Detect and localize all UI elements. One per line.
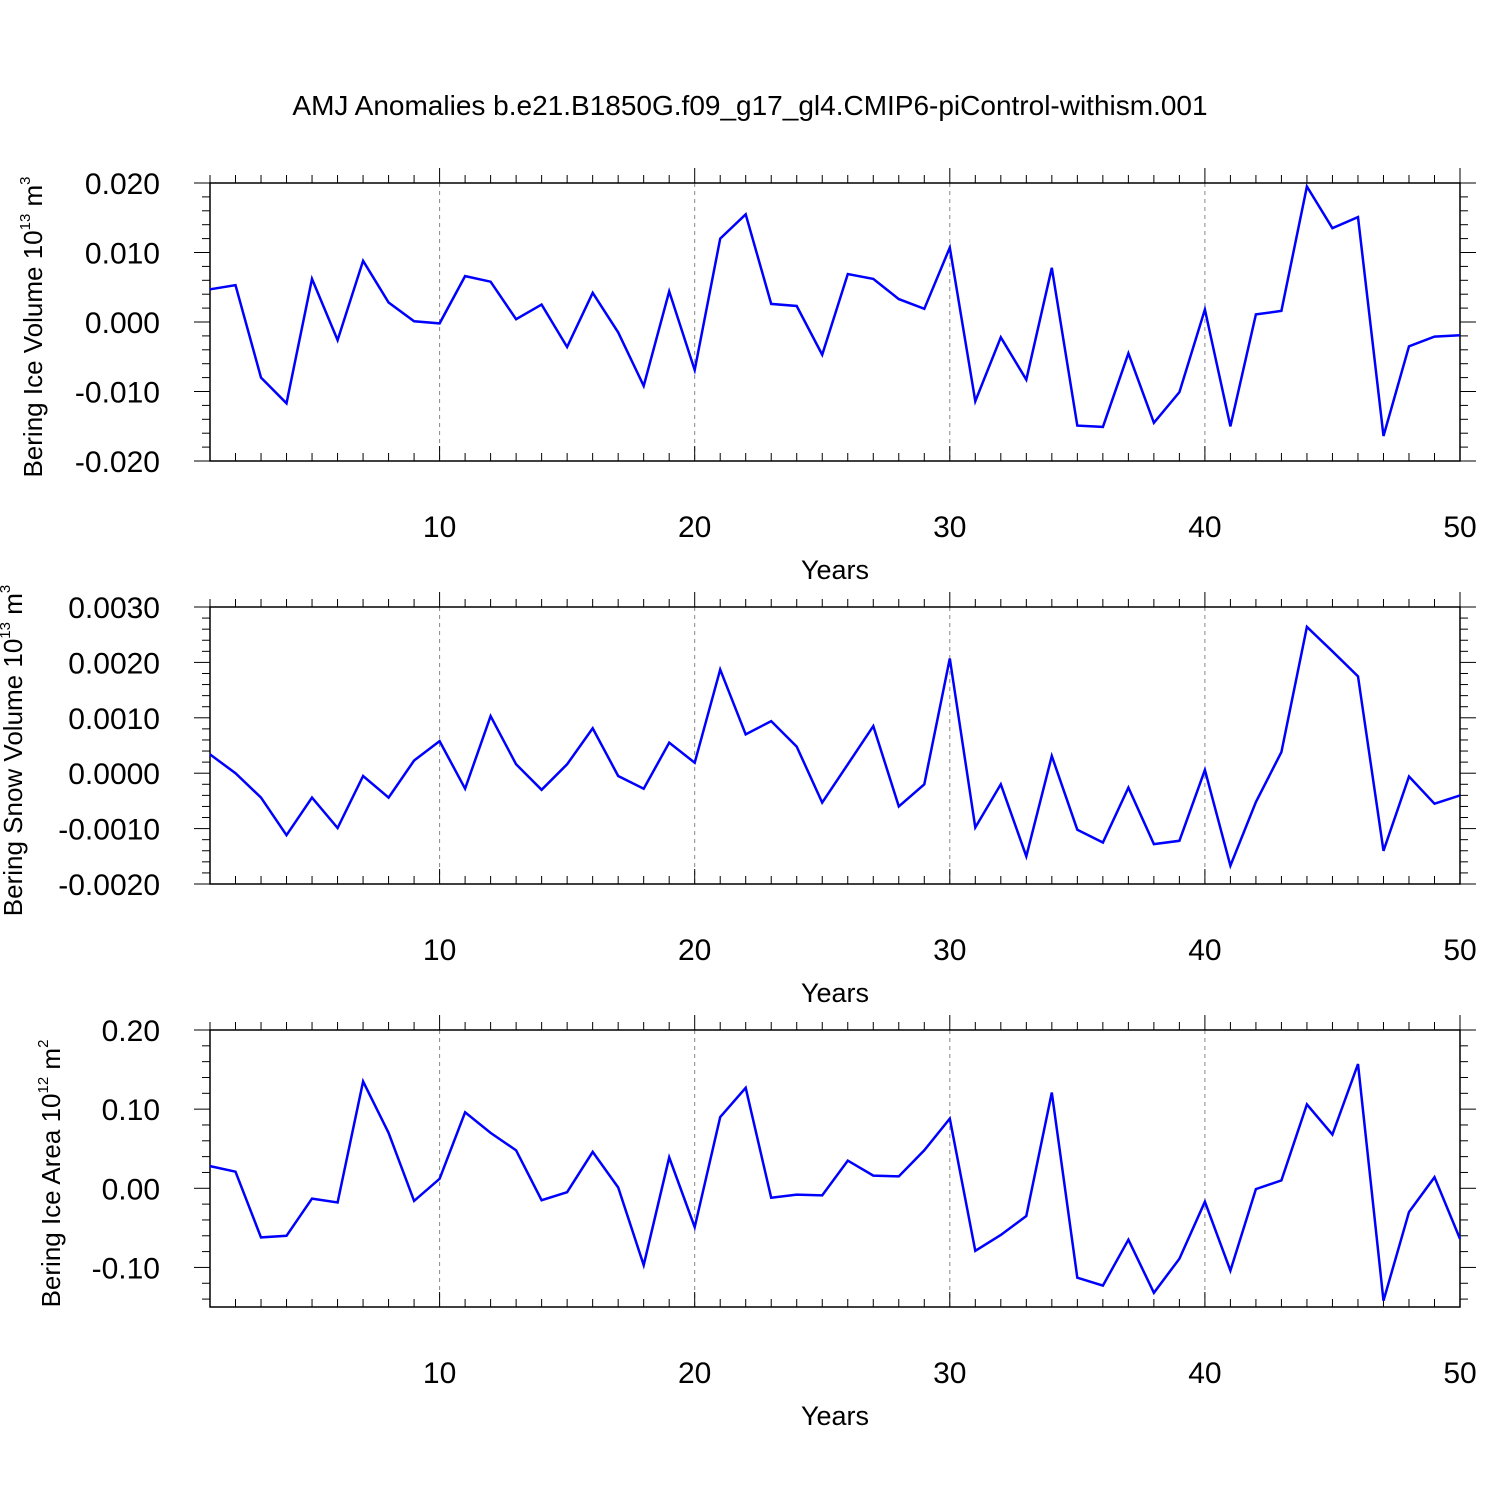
- y-tick-label: -0.0020: [58, 869, 160, 902]
- x-tick-label: 10: [423, 934, 456, 967]
- y-tick-label: 0.10: [102, 1094, 160, 1127]
- x-tick-label: 20: [678, 1357, 711, 1390]
- plot-frame: [209, 606, 1461, 885]
- y-axis-label: Bering Ice Area 1012 m2: [35, 1040, 66, 1308]
- y-tick-label: 0.0010: [68, 703, 160, 736]
- y-tick-label: 0.000: [85, 307, 160, 340]
- y-tick-label: 0.20: [102, 1015, 160, 1048]
- y-axis-label: Bering Ice Volume 1013 m3: [17, 176, 48, 477]
- y-tick-label: 0.0000: [68, 758, 160, 791]
- y-tick-label: -0.010: [75, 377, 160, 410]
- plot-frame: [209, 182, 1461, 462]
- x-tick-label: 50: [1443, 511, 1476, 544]
- plot-frame: [209, 1029, 1461, 1308]
- y-tick-label: 0.010: [85, 238, 160, 271]
- x-tick-label: 10: [423, 511, 456, 544]
- x-tick-label: 40: [1188, 511, 1221, 544]
- y-tick-label: 0.020: [85, 168, 160, 201]
- x-tick-label: 50: [1443, 1357, 1476, 1390]
- x-tick-label: 20: [678, 934, 711, 967]
- y-axis-label: Bering Snow Volume 1013 m3: [0, 585, 28, 916]
- y-tick-label: 0.00: [102, 1173, 160, 1206]
- x-tick-label: 50: [1443, 934, 1476, 967]
- x-tick-label: 30: [933, 934, 966, 967]
- figure-title: AMJ Anomalies b.e21.B1850G.f09_g17_gl4.C…: [292, 90, 1208, 121]
- y-tick-label: -0.0010: [58, 814, 160, 847]
- panel-ice-volume: -0.020 -0.010 0.000 0.010 0.020 10 20 30 40 50 Yea…: [17, 168, 1477, 585]
- series-line: [209, 1063, 1462, 1302]
- x-axis-label: Years: [801, 555, 869, 585]
- series-line: [209, 624, 1461, 870]
- panel-snow-volume: -0.0020 -0.0010 0.0000 0.0010 0.0020 0.0030 10…: [0, 585, 1477, 1008]
- x-axis-label: Years: [801, 978, 869, 1008]
- x-tick-label: 40: [1188, 1357, 1221, 1390]
- y-tick-label: -0.10: [92, 1252, 160, 1285]
- x-tick-label: 30: [933, 511, 966, 544]
- panel-ice-area: -0.10 0.00 0.10 0.20 10 20 30 40 50 Years Bering I…: [35, 1015, 1477, 1431]
- x-tick-label: 30: [933, 1357, 966, 1390]
- y-tick-label: -0.020: [75, 446, 160, 479]
- x-tick-label: 20: [678, 511, 711, 544]
- x-tick-label: 10: [423, 1357, 456, 1390]
- y-tick-label: 0.0020: [68, 647, 160, 680]
- series-line: [209, 183, 1461, 437]
- y-tick-label: 0.0030: [68, 592, 160, 625]
- x-axis-label: Years: [801, 1401, 869, 1431]
- x-tick-label: 40: [1188, 934, 1221, 967]
